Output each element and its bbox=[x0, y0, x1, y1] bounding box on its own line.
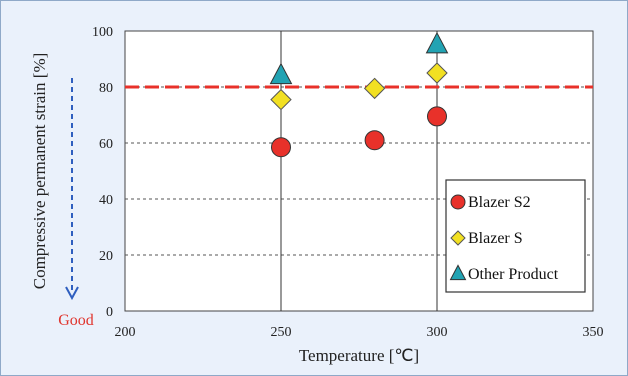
point-blazer-s-250 bbox=[270, 88, 292, 111]
y-tick-label: 100 bbox=[92, 25, 113, 40]
legend-marker-1 bbox=[450, 230, 466, 246]
y-tick-label: 20 bbox=[99, 249, 113, 264]
point-blazer-s2-250 bbox=[271, 137, 291, 158]
y-tick-label: 0 bbox=[106, 305, 113, 320]
point-other-product-250 bbox=[269, 62, 293, 85]
x-axis-label: Temperature [℃] bbox=[299, 346, 419, 365]
legend-label-2: Other Product bbox=[468, 266, 559, 283]
legend: Blazer S2 Blazer S Other Product bbox=[445, 179, 586, 293]
point-blazer-s2-280 bbox=[364, 130, 385, 151]
point-other-product-300 bbox=[425, 31, 449, 54]
point-blazer-s-280 bbox=[363, 77, 386, 100]
x-tick-label: 350 bbox=[583, 325, 604, 340]
y-tick-label: 40 bbox=[99, 193, 113, 208]
y-tick-label: 80 bbox=[99, 81, 113, 96]
y-tick-label: 60 bbox=[99, 137, 113, 152]
legend-marker-0 bbox=[450, 194, 466, 210]
point-blazer-s-300 bbox=[426, 62, 448, 84]
x-tick-label: 300 bbox=[427, 325, 448, 340]
y-tick-labels: 0 20 40 60 80 100 bbox=[92, 25, 113, 320]
x-tick-label: 250 bbox=[271, 325, 292, 340]
legend-box bbox=[445, 179, 586, 293]
x-tick-labels: 200 250 300 350 bbox=[115, 325, 604, 340]
point-blazer-s2-300 bbox=[427, 106, 447, 127]
good-arrow bbox=[65, 78, 79, 301]
good-annotation: Good bbox=[58, 312, 94, 329]
legend-marker-2 bbox=[449, 264, 467, 281]
legend-label-0: Blazer S2 bbox=[468, 194, 531, 211]
legend-label-1: Blazer S bbox=[468, 230, 523, 247]
data-points bbox=[269, 31, 449, 158]
x-tick-label: 200 bbox=[115, 325, 136, 340]
y-axis-label: Compressive permanent strain [%] bbox=[30, 53, 49, 290]
